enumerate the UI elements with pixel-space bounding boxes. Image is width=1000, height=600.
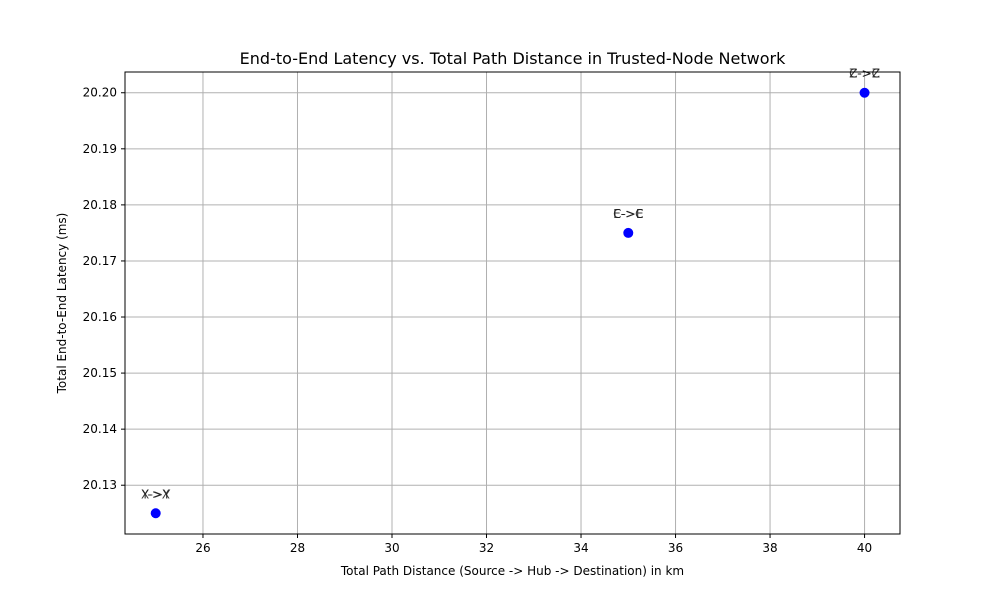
data-points: Y->XX->Y E->CC->E Z->CC->Z [140, 67, 880, 519]
x-tick-label: 26 [195, 541, 210, 555]
y-tick-label: 20.18 [83, 198, 117, 212]
point-label: X->Y [141, 487, 171, 501]
y-tick-label: 20.17 [83, 254, 117, 268]
data-point [150, 508, 161, 519]
point-label: C->Z [849, 67, 880, 81]
data-point [859, 87, 870, 98]
x-tick-label: 30 [384, 541, 399, 555]
x-tick-label: 32 [479, 541, 494, 555]
y-axis-label: Total End-to-End Latency (ms) [55, 213, 69, 395]
data-point [623, 227, 634, 238]
x-axis-label: Total Path Distance (Source -> Hub -> De… [340, 564, 684, 578]
x-tick-label: 28 [290, 541, 305, 555]
plot-frame [124, 71, 901, 535]
point-label: Z->C [849, 67, 880, 81]
y-tick-label: 20.16 [83, 310, 117, 324]
x-tick-label: 40 [857, 541, 872, 555]
x-tick-label: 34 [573, 541, 588, 555]
point-label: Y->X [140, 487, 170, 501]
y-axis-ticks: 20.13 20.14 20.15 20.16 20.17 20.18 20.19 20.20 [83, 86, 125, 492]
chart-title: End-to-End Latency vs. Total Path Distan… [240, 49, 786, 68]
y-tick-label: 20.19 [83, 142, 117, 156]
grid-lines [125, 72, 900, 534]
x-tick-label: 36 [668, 541, 683, 555]
x-axis-ticks: 26 28 30 32 34 36 38 40 [195, 534, 872, 555]
point-label: C->E [613, 207, 643, 221]
y-tick-label: 20.15 [83, 366, 117, 380]
y-tick-label: 20.13 [83, 478, 117, 492]
y-tick-label: 20.20 [83, 86, 117, 100]
x-tick-label: 38 [762, 541, 777, 555]
y-tick-label: 20.14 [83, 422, 117, 436]
point-label: E->C [613, 207, 643, 221]
